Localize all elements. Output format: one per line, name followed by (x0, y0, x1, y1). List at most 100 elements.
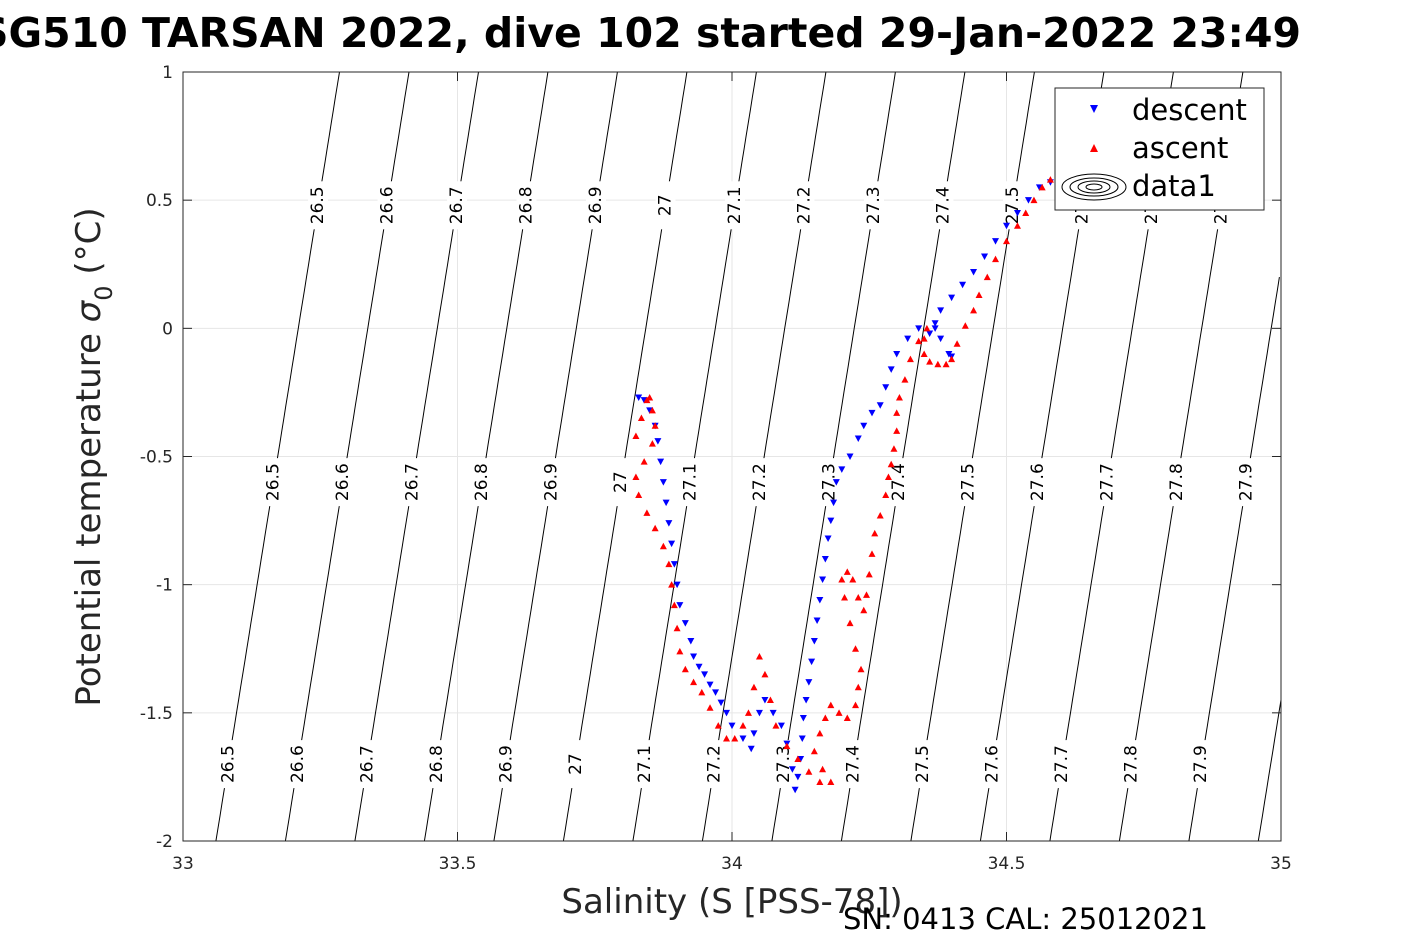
ascent-point (846, 619, 854, 627)
y-tick-label: 1 (162, 63, 173, 83)
ascent-point (1046, 176, 1054, 183)
ascent-point (772, 722, 780, 729)
y-tick-label: 0 (162, 319, 173, 339)
descent-point (777, 722, 785, 730)
descent-point (755, 709, 763, 717)
density-contours: 26.5 26.5 26.5 26.6 26.6 26.6 26.7 26.7 26.7 26.8… (215, 71, 1282, 842)
ascent-point (915, 337, 923, 345)
ascent-point (860, 606, 868, 614)
legend-data1-icon-ring (1085, 183, 1103, 191)
contour-27-label-bg (611, 458, 632, 507)
descent-point (701, 671, 709, 678)
contour-27-5-label-bg (958, 458, 979, 507)
ascent-point (926, 358, 934, 365)
descent-point (805, 679, 813, 686)
ascent-point (690, 678, 698, 686)
contour-26-8-label: 26.8 (517, 186, 537, 224)
descent-point (662, 499, 670, 507)
ascent-point (983, 273, 991, 281)
ascent-point (849, 576, 857, 583)
contour-27-8-label: 27.8 (1122, 745, 1142, 783)
ascent-point (723, 734, 731, 742)
ascent-point (882, 491, 890, 498)
contour-27-4-label-bg (933, 181, 954, 230)
ascent-point (648, 440, 656, 447)
ascent-point (651, 524, 659, 532)
ascent-point (632, 432, 640, 439)
descent-point (830, 499, 838, 507)
ascent-point (1030, 196, 1038, 204)
descent-point (681, 620, 689, 627)
ascent-point (640, 458, 648, 465)
descent-point (798, 735, 806, 742)
descent-point (799, 714, 807, 722)
ascent-point (970, 306, 978, 314)
descent-point (816, 597, 824, 604)
ascent-point (920, 350, 928, 357)
contour-27-4-label: 27.4 (889, 463, 909, 501)
descent-point (791, 786, 799, 794)
contour-26-7-label: 26.7 (447, 186, 467, 224)
ascent-point (887, 460, 895, 468)
contour-27-8-label-bg (1167, 458, 1188, 507)
y-tick-label: -1.5 (140, 704, 173, 724)
contour-27-3-label: 27.3 (864, 186, 884, 224)
ascent-point (893, 409, 901, 416)
contour-27-7-label: 27.7 (1098, 463, 1118, 501)
contour-27-4-label: 27.4 (933, 186, 953, 224)
descent-point (868, 409, 876, 417)
descent-point (810, 638, 818, 645)
contour-27-5-label: 27.5 (1003, 186, 1023, 224)
descent-point (695, 663, 703, 671)
ascent-point (648, 406, 656, 414)
contour-27-1-label: 27.1 (725, 186, 745, 224)
contour-27-9-label-bg (1191, 740, 1212, 789)
descent-point (937, 335, 945, 343)
descent-point (706, 681, 714, 689)
contour-27-6-label: 27.6 (1028, 463, 1048, 501)
x-tick-label: 33 (172, 854, 194, 874)
ascent-point (854, 593, 862, 601)
contour-27-1-label: 27.1 (681, 463, 701, 501)
contour-27-6-label-bg (1028, 458, 1049, 507)
descent-point (948, 294, 956, 302)
y-axis-label-sigma: σ (69, 299, 109, 322)
contour-26-5-label: 26.5 (218, 745, 238, 783)
descent-point (717, 699, 725, 707)
contour-27-4-label-bg (843, 740, 864, 789)
descent-point (761, 697, 769, 704)
contour-26-9-label: 26.9 (542, 463, 562, 501)
ascent-point (635, 491, 643, 498)
descent-point (657, 458, 665, 466)
descent-point (824, 535, 832, 543)
contour-27-5-label-bg (913, 740, 934, 789)
descent-point (676, 602, 684, 609)
contour-26-8-label-bg (472, 458, 493, 507)
contour-27-1-label-bg (725, 181, 746, 230)
contour-27-2-label-bg (750, 458, 771, 507)
ascent-point (668, 581, 676, 588)
contour-26-6-label-bg (377, 181, 398, 230)
descent-point (788, 766, 796, 773)
ascent-point (975, 291, 983, 299)
contour-27-label: 27 (566, 753, 586, 775)
ascent-point (676, 647, 684, 655)
contour-27-9-label-bg (1236, 458, 1257, 507)
ascent-point (895, 394, 903, 401)
contour-26-6-label-bg (333, 458, 354, 507)
ascent-point (1022, 209, 1030, 216)
contour-26-6-label: 26.6 (333, 463, 353, 501)
descent-point (813, 617, 821, 625)
ascent-point (1013, 222, 1021, 229)
descent-point (687, 638, 695, 645)
contour-27-label: 27 (656, 194, 676, 216)
descent-point (794, 773, 802, 781)
ascent-point (942, 360, 950, 368)
ascent-point (863, 591, 871, 598)
ascent-point (698, 688, 706, 696)
contour-27-3-label: 27.3 (774, 745, 794, 783)
contour-26-5-label-bg (308, 181, 329, 230)
legend-ascent-marker (1090, 144, 1098, 152)
legend-data1-icon-ring (1077, 180, 1111, 194)
